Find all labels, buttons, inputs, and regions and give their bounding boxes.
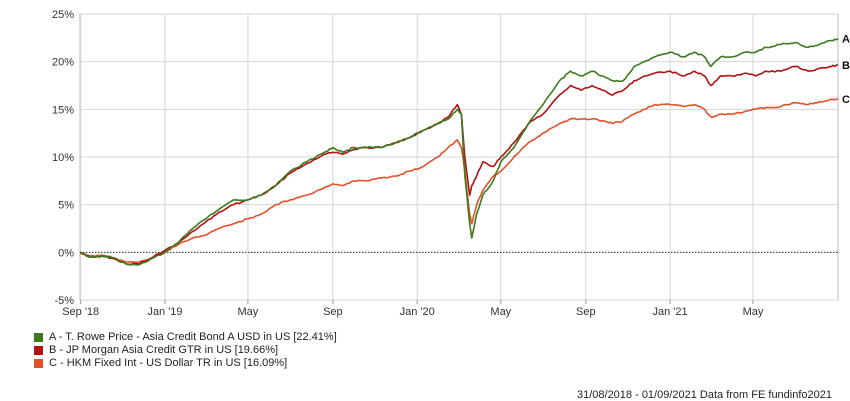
legend: A - T. Rowe Price - Asia Credit Bond A U…: [34, 331, 337, 370]
y-tick-label: 5%: [58, 200, 74, 212]
series-end-label-c: C: [842, 94, 850, 106]
line-chart: 25%20%15%10%5%0%-5% Sep '18 Jan '19 May Sep…: [52, 9, 850, 318]
y-tick-label: -5%: [54, 295, 74, 307]
legend-item-c: C - HKM Fixed Int - US Dollar TR in US […: [34, 357, 337, 369]
legend-swatch-a: [34, 332, 43, 342]
x-tick-label: May: [238, 306, 259, 318]
x-tick-label: Jan '20: [400, 306, 435, 318]
legend-item-b: B - JP Morgan Asia Credit GTR in US [19.…: [34, 344, 337, 356]
y-tick-label: 25%: [52, 9, 74, 21]
x-tick-label: May: [743, 306, 764, 318]
series-line-b: [79, 64, 839, 266]
series-end-label-a: A: [842, 34, 850, 46]
x-tick-label: Sep: [576, 306, 596, 318]
series-lines: [79, 38, 839, 266]
y-axis-ticks: 25% 20% 15% 10% 5% 0% -5%: [52, 9, 74, 307]
x-tick-label: Sep: [323, 306, 343, 318]
legend-swatch-b: [34, 345, 43, 355]
series-line-c: [79, 98, 839, 263]
source-caption: 31/08/2018 - 01/09/2021 Data from FE fun…: [576, 389, 832, 401]
series-end-labels: C B A: [842, 34, 850, 106]
series-end-label-b: B: [842, 60, 850, 72]
y-tick-label: 10%: [52, 152, 74, 164]
x-tick-label: Jan '19: [147, 306, 182, 318]
x-tick-label: Jan '21: [653, 306, 688, 318]
y-tick-label: 15%: [52, 104, 74, 116]
y-tick-label: 20%: [52, 57, 74, 69]
series-line-a: [79, 38, 839, 266]
legend-label-a: A - T. Rowe Price - Asia Credit Bond A U…: [49, 331, 337, 343]
legend-item-a: A - T. Rowe Price - Asia Credit Bond A U…: [34, 331, 337, 343]
legend-swatch-c: [34, 358, 43, 368]
legend-label-b: B - JP Morgan Asia Credit GTR in US [19.…: [49, 344, 279, 356]
x-tick-label: Sep '18: [62, 306, 99, 318]
x-axis-ticks: Sep '18 Jan '19 May Sep Jan '20 May Sep Jan '21…: [62, 300, 764, 318]
y-tick-label: 0%: [58, 247, 74, 259]
x-tick-label: May: [490, 306, 511, 318]
legend-label-c: C - HKM Fixed Int - US Dollar TR in US […: [49, 357, 288, 369]
